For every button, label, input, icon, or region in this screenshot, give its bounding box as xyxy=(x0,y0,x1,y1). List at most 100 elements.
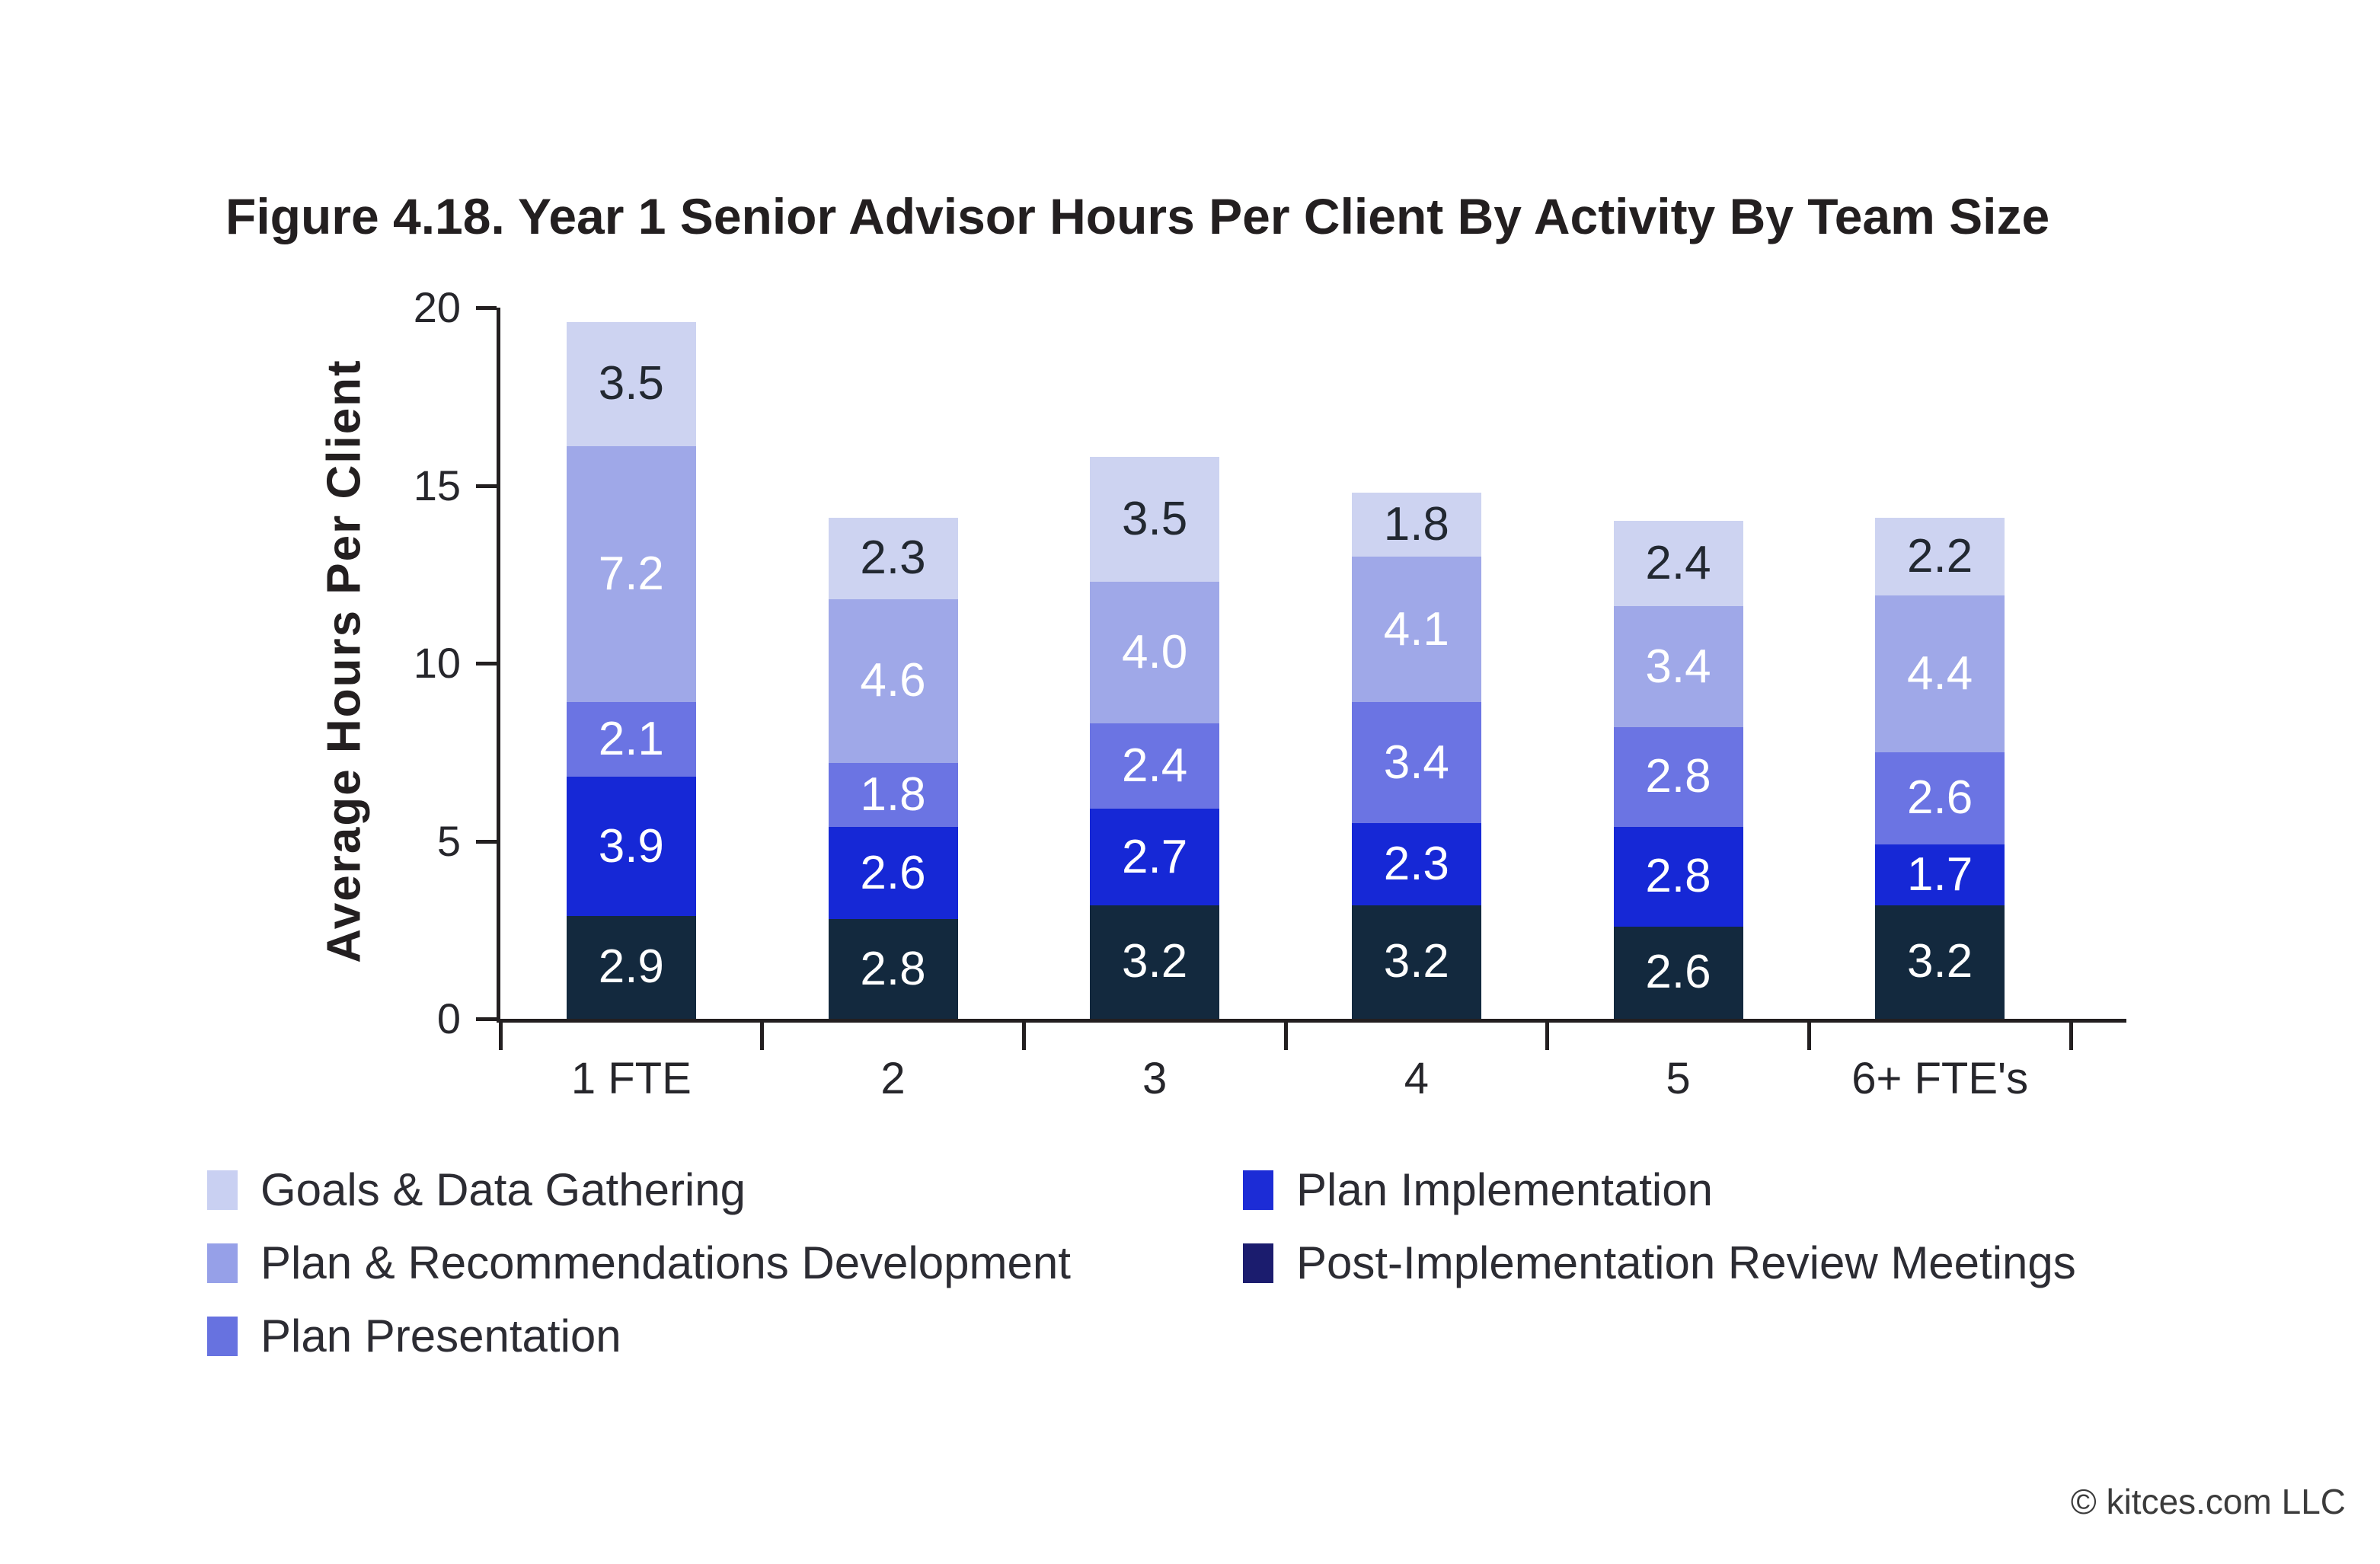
chart-title: Figure 4.18. Year 1 Senior Advisor Hours… xyxy=(225,188,2050,244)
bar-value-label: 4.0 xyxy=(1122,625,1188,678)
bar-segment: 3.4 xyxy=(1351,702,1481,824)
legend-item: Goals & Data Gathering xyxy=(207,1163,746,1217)
x-category-label: 5 xyxy=(1666,1054,1691,1103)
bar-segment: 2.4 xyxy=(1613,521,1743,607)
legend-swatch xyxy=(1243,1170,1273,1210)
legend-item: Plan Presentation xyxy=(207,1310,621,1363)
x-axis-tick xyxy=(1545,1019,1550,1050)
bar-value-label: 2.6 xyxy=(1907,771,1973,825)
bar-segment: 7.2 xyxy=(566,446,696,703)
bar-value-label: 2.1 xyxy=(598,713,664,766)
bar-value-label: 4.1 xyxy=(1383,602,1449,656)
bar-segment: 3.2 xyxy=(1351,905,1481,1019)
bar-value-label: 2.8 xyxy=(1645,750,1711,803)
bar-value-label: 2.9 xyxy=(598,940,664,994)
legend-swatch xyxy=(207,1317,238,1356)
bar-segment: 3.5 xyxy=(566,321,696,447)
bar-segment: 1.7 xyxy=(1875,844,2005,905)
bar-segment: 4.1 xyxy=(1351,556,1481,703)
legend-swatch xyxy=(207,1170,238,1210)
bar-segment: 2.8 xyxy=(828,919,958,1019)
bar-segment: 3.4 xyxy=(1613,606,1743,728)
bar-value-label: 2.2 xyxy=(1907,529,1973,583)
y-tick-label: 10 xyxy=(413,639,461,687)
bar-value-label: 4.6 xyxy=(860,654,926,707)
bar-segment: 2.2 xyxy=(1875,517,2005,596)
legend-label: Goals & Data Gathering xyxy=(260,1164,746,1215)
x-axis-tick xyxy=(1807,1019,1811,1050)
x-axis-line xyxy=(497,1019,2126,1023)
bar-value-label: 7.2 xyxy=(598,547,664,601)
bar-value-label: 3.4 xyxy=(1645,640,1711,693)
bar-value-label: 2.3 xyxy=(860,531,926,585)
y-axis-tick xyxy=(476,839,497,844)
bar-value-label: 3.9 xyxy=(598,819,664,873)
bar-value-label: 2.3 xyxy=(1383,837,1449,890)
y-tick-label: 5 xyxy=(436,816,461,865)
bar-segment: 1.8 xyxy=(828,762,958,827)
bar-value-label: 1.7 xyxy=(1907,847,1973,901)
x-category-label: 4 xyxy=(1404,1054,1429,1103)
bar-value-label: 2.6 xyxy=(1645,946,1711,999)
copyright-text: © kitces.com LLC xyxy=(2070,1482,2346,1521)
y-tick-label: 0 xyxy=(436,994,461,1042)
legend-label: Plan Implementation xyxy=(1296,1164,1713,1215)
bar-value-label: 1.8 xyxy=(860,768,926,821)
y-tick-label: 20 xyxy=(413,283,461,331)
y-tick-label: 15 xyxy=(413,461,461,509)
x-category-label: 1 FTE xyxy=(570,1054,692,1103)
bar-segment: 3.5 xyxy=(1090,457,1220,582)
bar-value-label: 3.4 xyxy=(1383,736,1449,789)
bar-value-label: 3.5 xyxy=(1122,492,1188,545)
y-axis-tick xyxy=(476,1017,497,1021)
bar-segment: 2.8 xyxy=(1613,826,1743,927)
bar-segment: 2.3 xyxy=(1351,823,1481,905)
bar-segment: 3.2 xyxy=(1875,905,2005,1019)
bar-segment: 3.9 xyxy=(566,777,696,916)
x-axis-tick xyxy=(1283,1019,1288,1050)
bar-value-label: 3.2 xyxy=(1383,935,1449,988)
legend-label: Plan Presentation xyxy=(260,1310,621,1361)
bar-value-label: 3.5 xyxy=(598,357,664,410)
bar-value-label: 2.4 xyxy=(1122,739,1188,793)
bar-segment: 1.8 xyxy=(1351,492,1481,557)
x-axis-tick xyxy=(2069,1019,2073,1050)
x-axis-tick xyxy=(760,1019,765,1050)
x-category-label: 6+ FTE's xyxy=(1851,1054,2029,1103)
legend-item: Plan Implementation xyxy=(1243,1163,1713,1217)
bar-segment: 4.0 xyxy=(1090,581,1220,724)
x-axis-tick xyxy=(1021,1019,1026,1050)
bar-value-label: 1.8 xyxy=(1383,497,1449,551)
bar-value-label: 2.4 xyxy=(1645,537,1711,590)
y-axis-tick xyxy=(476,306,497,310)
bar-segment: 2.7 xyxy=(1090,809,1220,905)
bar-segment: 2.6 xyxy=(1613,926,1743,1019)
bar-segment: 2.3 xyxy=(828,517,958,599)
bar-segment: 2.6 xyxy=(1875,752,2005,845)
y-axis-tick xyxy=(476,484,497,488)
bar-value-label: 3.2 xyxy=(1907,935,1973,988)
bar-segment: 2.4 xyxy=(1090,723,1220,809)
y-axis-tick xyxy=(476,662,497,665)
bar-value-label: 2.8 xyxy=(860,942,926,995)
legend-item: Post-Implementation Review Meetings xyxy=(1243,1237,2076,1290)
bar-value-label: 2.7 xyxy=(1122,830,1188,883)
bar-segment: 2.1 xyxy=(566,702,696,777)
legend-label: Plan & Recommendations Development xyxy=(260,1237,1071,1288)
x-axis-tick xyxy=(498,1019,503,1050)
x-category-label: 3 xyxy=(1142,1054,1168,1103)
bar-value-label: 2.6 xyxy=(860,846,926,899)
legend-swatch xyxy=(1243,1243,1273,1283)
legend-swatch xyxy=(207,1243,238,1283)
bar-segment: 4.4 xyxy=(1875,595,2005,752)
legend-label: Post-Implementation Review Meetings xyxy=(1296,1237,2076,1288)
bar-segment: 3.2 xyxy=(1090,905,1220,1019)
x-category-label: 2 xyxy=(880,1054,906,1103)
bar-value-label: 2.8 xyxy=(1645,850,1711,903)
bar-value-label: 3.2 xyxy=(1122,935,1188,988)
bar-segment: 2.8 xyxy=(1613,727,1743,827)
bar-segment: 2.6 xyxy=(828,826,958,920)
y-axis-line xyxy=(497,308,500,1023)
bar-segment: 4.6 xyxy=(828,598,958,763)
